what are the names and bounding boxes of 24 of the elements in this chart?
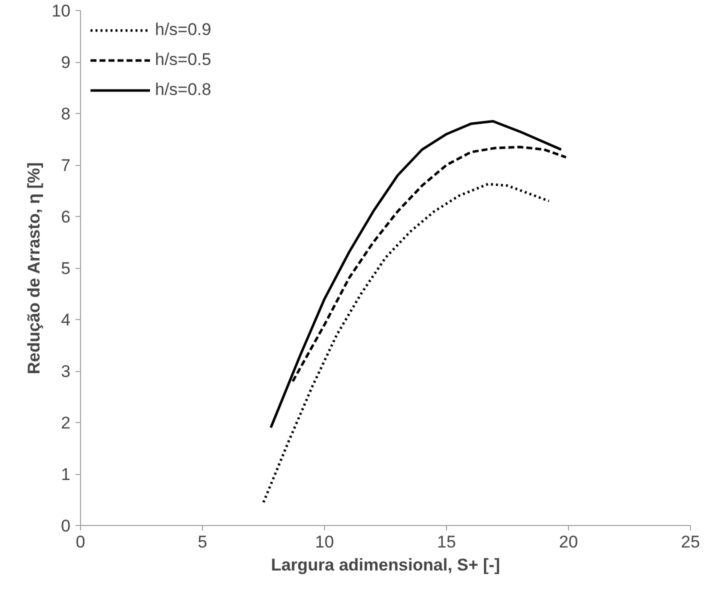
y-tick-label: 5 [61, 259, 71, 278]
x-axis-title: Largura adimensional, S+ [-] [270, 556, 500, 574]
y-tick-label: 9 [61, 53, 71, 72]
y-tick-label: 10 [52, 2, 71, 20]
y-tick-label: 3 [61, 362, 71, 381]
line-series [262, 182, 550, 504]
y-tick-label: 6 [61, 208, 71, 226]
legend-label: h/s=0.5 [155, 50, 212, 70]
line-series [270, 120, 562, 429]
y-tick-label: 8 [61, 104, 71, 124]
x-tick-label: 5 [198, 532, 208, 552]
x-tick-label: 20 [559, 532, 578, 552]
y-tick-label: 7 [61, 156, 71, 175]
legend-label: h/s=0.9 [155, 20, 212, 40]
x-tick-label: 15 [437, 532, 456, 552]
legend-label: h/s=0.8 [155, 80, 212, 100]
x-tick-label: 10 [315, 532, 334, 552]
x-tick-label: 25 [681, 532, 700, 552]
y-axis-title: Redução de Arrasto, η [%] [24, 162, 44, 374]
y-tick-label: 0 [61, 516, 71, 536]
y-tick-label: 4 [61, 310, 71, 330]
y-tick-label: 1 [61, 465, 71, 484]
x-tick-label: 0 [76, 532, 86, 552]
y-tick-label: 2 [61, 414, 71, 432]
